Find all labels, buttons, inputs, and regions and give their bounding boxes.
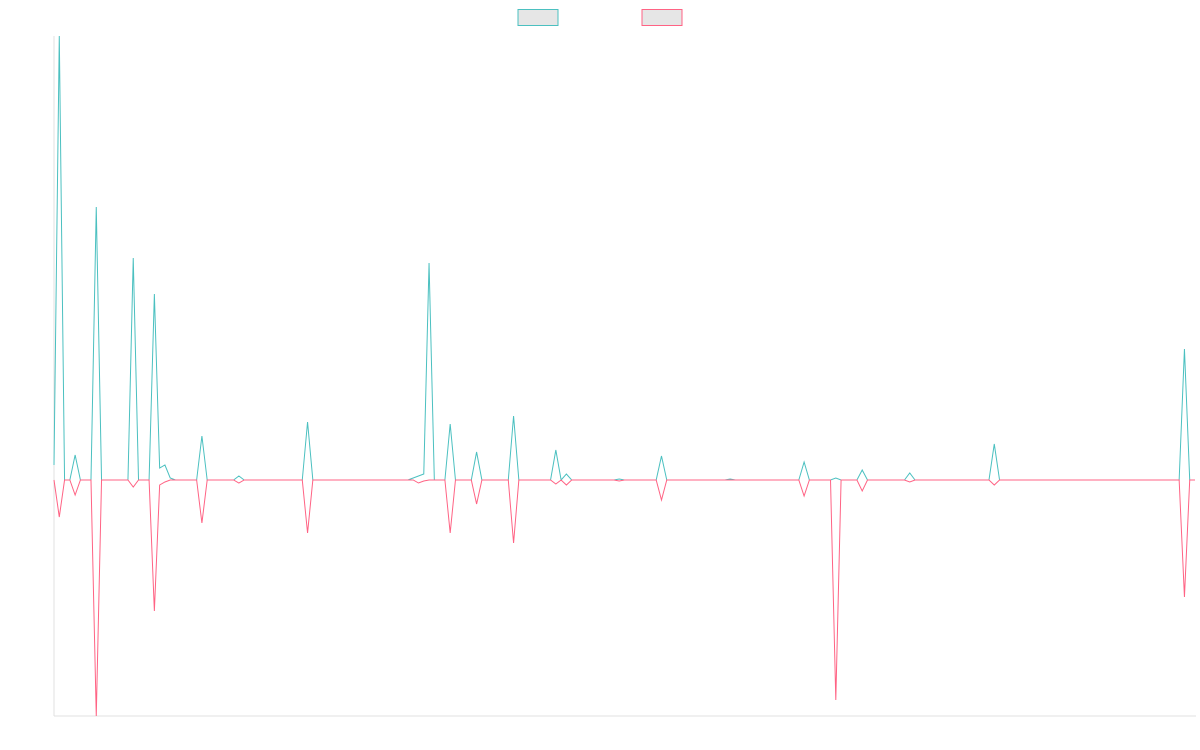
series-line [53, 35, 1195, 482]
legend-swatch [517, 9, 559, 26]
series-line [53, 479, 1195, 717]
legend-swatch [641, 9, 683, 26]
